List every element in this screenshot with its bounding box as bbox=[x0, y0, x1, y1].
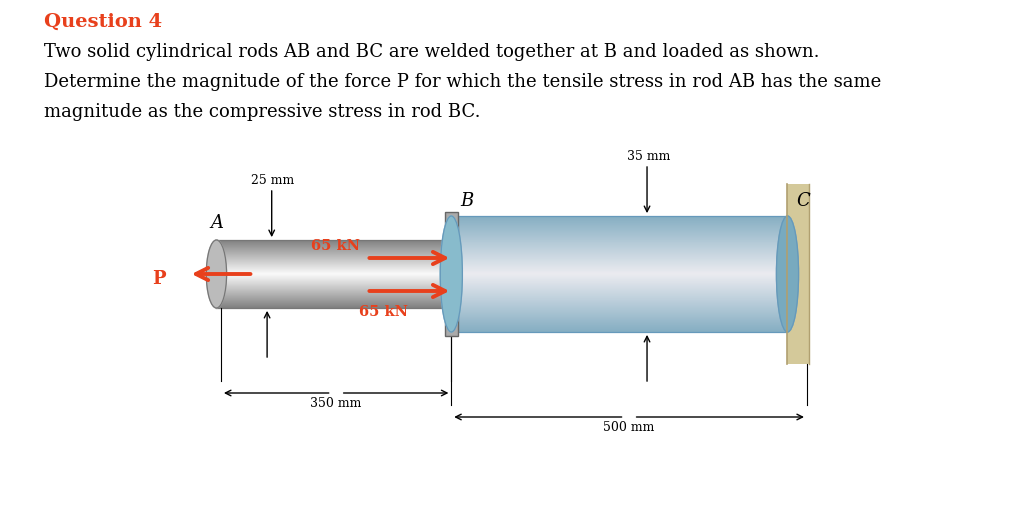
Bar bbox=[444, 212, 458, 336]
Text: 35 mm: 35 mm bbox=[627, 150, 670, 163]
Ellipse shape bbox=[206, 240, 226, 308]
Ellipse shape bbox=[440, 216, 463, 332]
Bar bbox=[787, 184, 809, 364]
Text: A: A bbox=[210, 214, 223, 232]
Text: magnitude as the compressive stress in rod BC.: magnitude as the compressive stress in r… bbox=[44, 103, 480, 121]
Text: 65 kN: 65 kN bbox=[311, 239, 360, 253]
Text: Two solid cylindrical rods AB and BC are welded together at B and loaded as show: Two solid cylindrical rods AB and BC are… bbox=[44, 43, 819, 61]
Text: 350 mm: 350 mm bbox=[310, 397, 361, 410]
Text: Determine the magnitude of the force P for which the tensile stress in rod AB ha: Determine the magnitude of the force P f… bbox=[44, 73, 882, 91]
Bar bbox=[444, 212, 458, 336]
Text: Question 4: Question 4 bbox=[44, 13, 163, 31]
Text: C: C bbox=[797, 192, 810, 210]
Text: 25 mm: 25 mm bbox=[252, 174, 295, 187]
Ellipse shape bbox=[776, 216, 799, 332]
Text: 500 mm: 500 mm bbox=[603, 421, 654, 434]
Text: B: B bbox=[461, 192, 474, 210]
Text: 65 kN: 65 kN bbox=[359, 305, 409, 319]
Text: P: P bbox=[152, 270, 166, 288]
